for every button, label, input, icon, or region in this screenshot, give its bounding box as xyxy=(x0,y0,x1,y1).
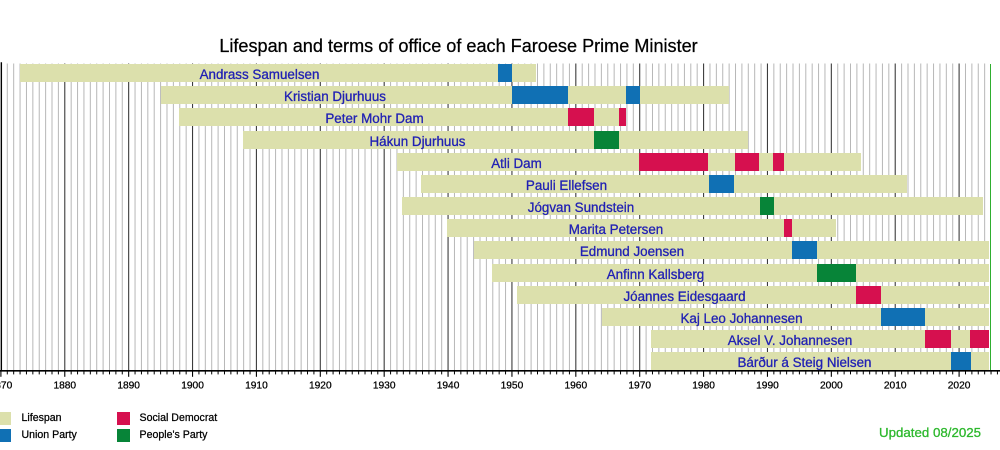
svg-text:1870: 1870 xyxy=(0,381,13,392)
svg-text:1980: 1980 xyxy=(692,381,715,392)
svg-text:1990: 1990 xyxy=(756,381,779,392)
svg-text:1960: 1960 xyxy=(564,381,587,392)
svg-text:1950: 1950 xyxy=(501,381,524,392)
svg-text:2020: 2020 xyxy=(948,381,971,392)
svg-text:2010: 2010 xyxy=(884,381,907,392)
svg-text:1890: 1890 xyxy=(117,381,140,392)
svg-text:1930: 1930 xyxy=(373,381,396,392)
svg-text:1910: 1910 xyxy=(245,381,268,392)
svg-text:1940: 1940 xyxy=(437,381,460,392)
svg-text:1880: 1880 xyxy=(53,381,76,392)
svg-text:1970: 1970 xyxy=(628,381,651,392)
svg-text:1920: 1920 xyxy=(309,381,332,392)
svg-text:1900: 1900 xyxy=(181,381,204,392)
svg-text:2000: 2000 xyxy=(820,381,843,392)
